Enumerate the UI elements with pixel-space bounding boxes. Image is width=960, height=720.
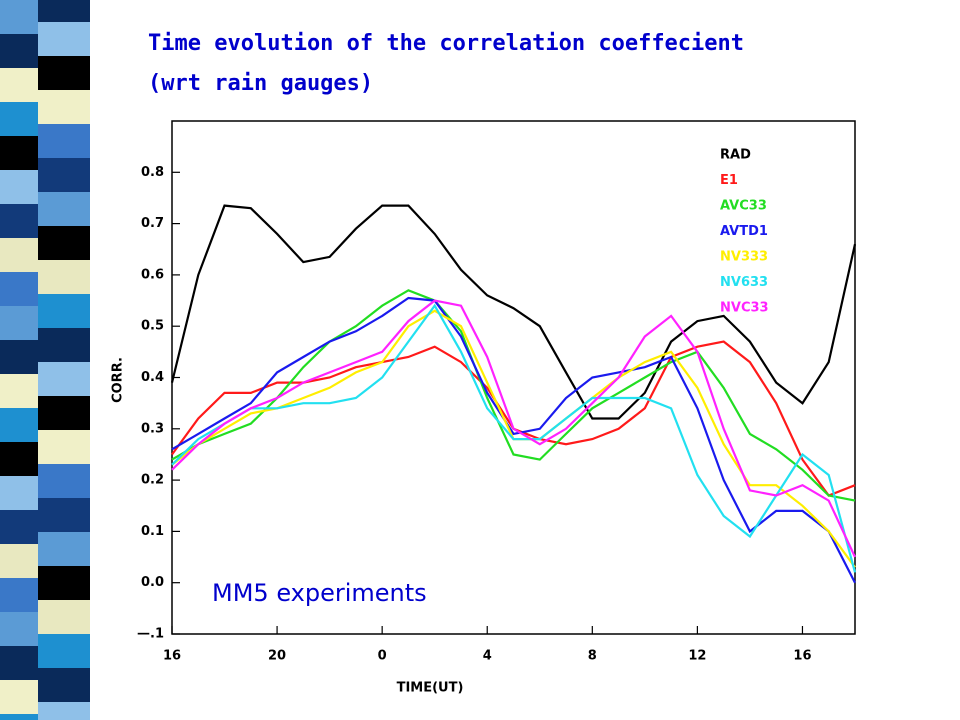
y-tick-label: 0.5 [141,319,164,334]
stripe [0,714,38,720]
y-tick-label: 0.0 [141,575,164,590]
stripe [38,566,90,600]
title-line: Time evolution of the correlation coeffe… [148,31,744,56]
x-tick-label: 16 [793,649,811,664]
x-tick-label: 12 [688,649,706,664]
stripe [38,396,90,430]
series-line [171,299,856,558]
stripe [0,170,38,204]
stripe [38,192,90,226]
stripe [0,442,38,476]
stripe [38,702,90,720]
stripe [0,340,38,374]
x-axis-label: TIME(UT) [397,681,464,696]
stripe [38,158,90,192]
y-tick-label: 0.1 [141,524,164,539]
stripe [38,90,90,124]
stripe [0,102,38,136]
stripe [0,510,38,544]
stripe [38,22,90,56]
stripe [0,34,38,68]
legend-entry: E1 [720,173,738,188]
legend-entry: NV633 [720,275,768,290]
series-line [170,204,857,420]
stripe [38,124,90,158]
stripe [0,680,38,714]
stripe [0,612,38,646]
stripe [0,476,38,510]
stripe [38,498,90,532]
series-line [171,303,857,573]
y-tick-label: 0.2 [141,473,164,488]
stripe [38,362,90,396]
stripe [0,238,38,272]
stripe [38,0,90,22]
y-tick-label: 0.8 [141,165,164,180]
stripe [0,68,38,102]
stripe [38,600,90,634]
legend-entry: NVC33 [720,301,769,316]
stripe [0,646,38,680]
x-tick-label: 4 [483,649,492,664]
stripe [38,634,90,668]
stripe [38,328,90,362]
legend-entry: AVC33 [720,199,767,214]
y-tick-label: 0.3 [141,421,164,436]
stripe [0,136,38,170]
stripe [0,374,38,408]
stripe [0,204,38,238]
stripe [38,294,90,328]
stripe-edge [90,0,104,720]
y-tick-label: 0.6 [141,267,164,282]
stripe [38,56,90,90]
title-line: (wrt rain gauges) [148,71,373,96]
stripe [0,272,38,306]
x-tick-label: 20 [268,649,286,664]
decorative-stripes [0,0,104,720]
stripe [0,408,38,442]
stripe [38,430,90,464]
stripe [38,226,90,260]
x-tick-label: 16 [163,649,181,664]
y-axis-label: CORR. [111,357,126,403]
stripe [0,306,38,340]
stripe [38,464,90,498]
x-tick-label: 8 [588,649,597,664]
y-tick-label: 0.4 [141,370,164,385]
legend-entry: NV333 [720,250,768,265]
series-line [171,289,856,502]
series-line [171,340,856,497]
stripe [38,260,90,294]
annotation: MM5 experiments [212,579,427,607]
y-tick-label: —.1 [137,627,164,642]
y-tick-label: 0.7 [141,216,164,231]
stripe [38,668,90,702]
series-line [171,296,856,584]
stripe [0,544,38,578]
legend-entry: RAD [720,148,751,163]
stripe [38,532,90,566]
stripe [0,0,38,34]
x-tick-label: 0 [378,649,387,664]
stripe [0,578,38,612]
legend-entry: AVTD1 [720,224,768,239]
